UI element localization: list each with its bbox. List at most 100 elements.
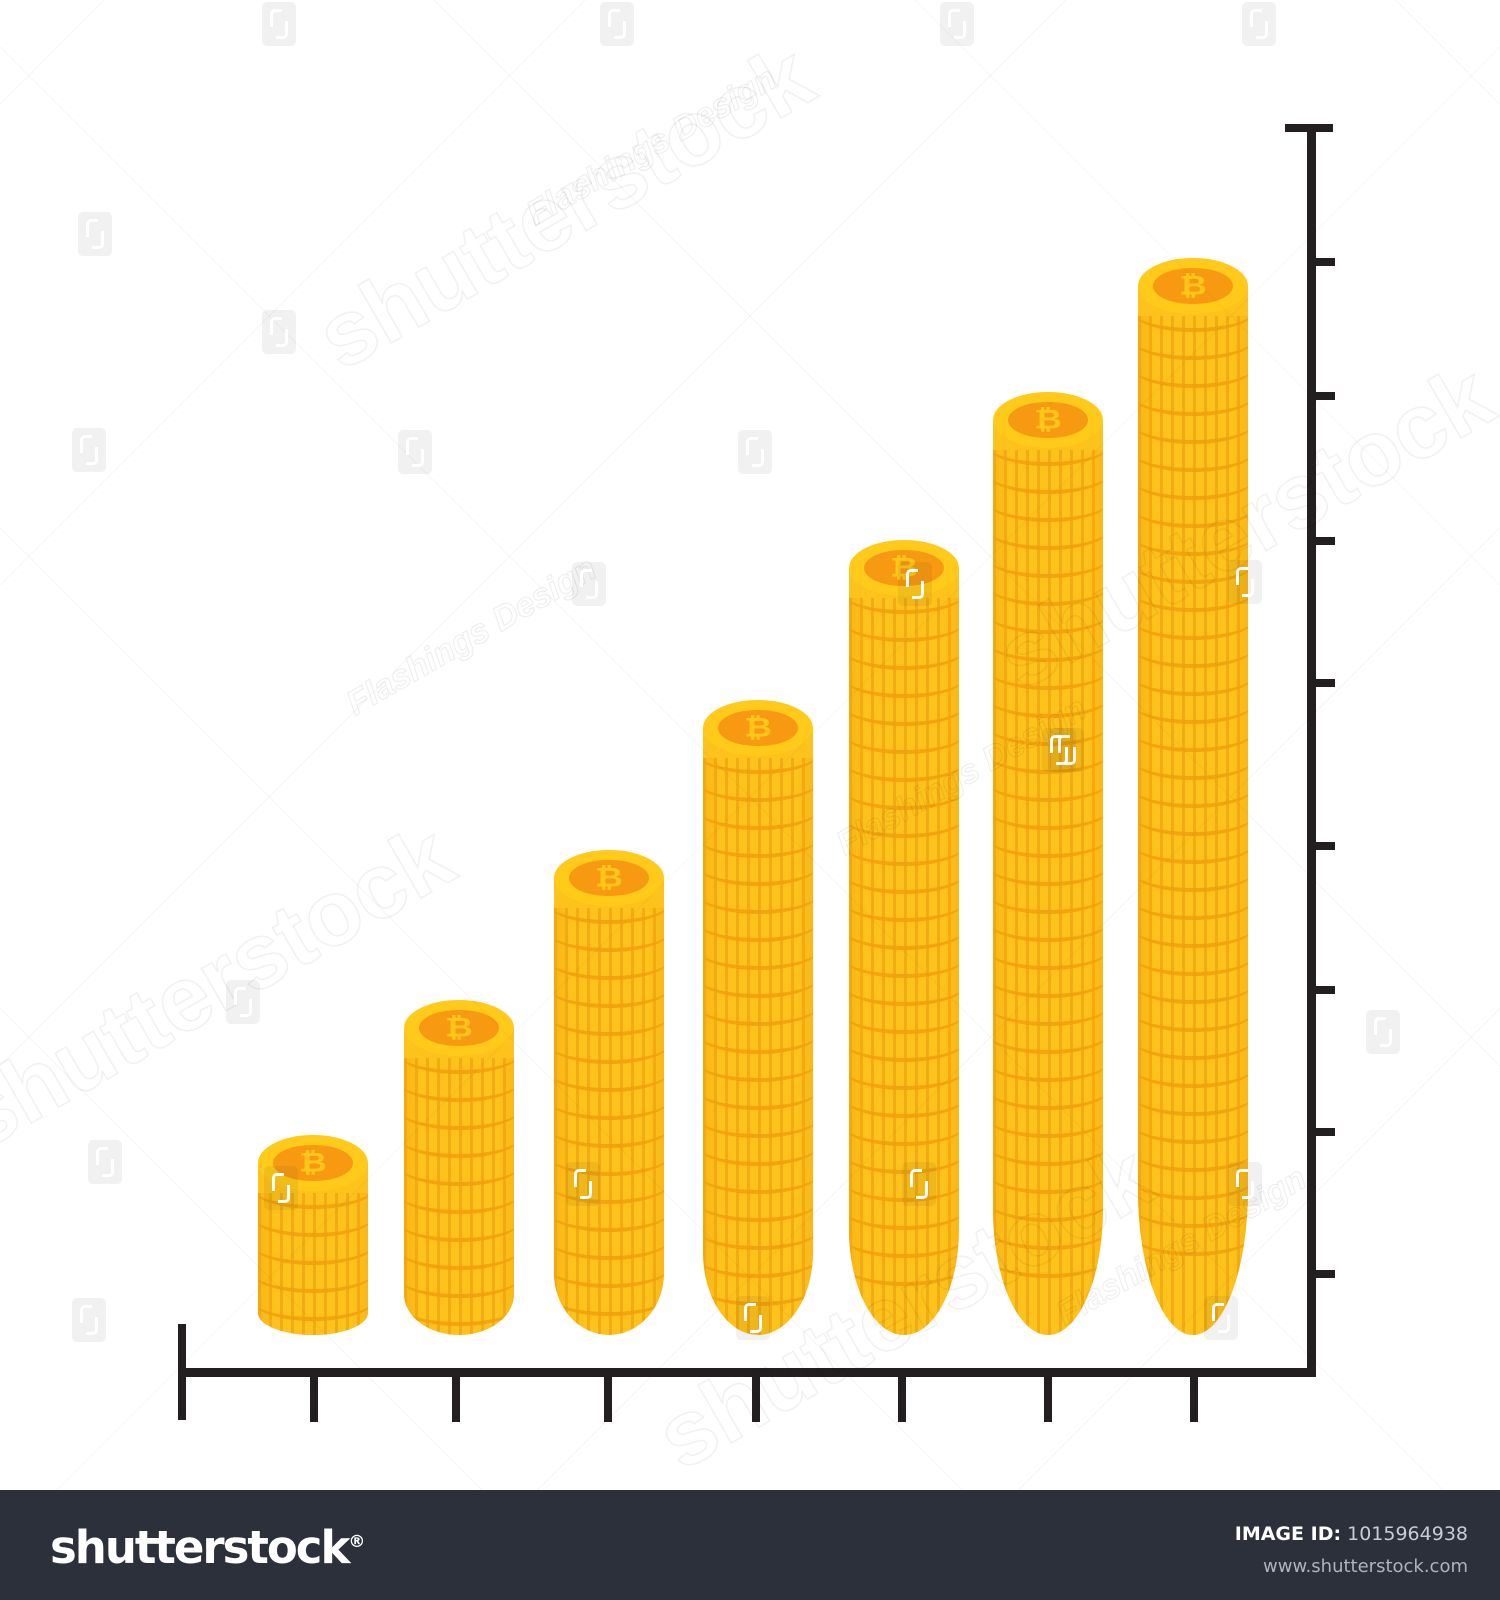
coin-stack-body	[554, 892, 664, 1335]
shutterstock-logo-mark-icon	[72, 428, 106, 472]
shutterstock-logo-mark-icon	[72, 1298, 106, 1342]
coin-inner-disc: ₿	[1008, 401, 1088, 439]
watermark-contributor-text: Flashings Design	[339, 549, 603, 724]
bitcoin-symbol-icon: ₿	[1179, 270, 1207, 302]
shutterstock-wordmark: shutterstock®	[50, 1521, 365, 1574]
coin-left-shading	[554, 892, 571, 1335]
website-url[interactable]: www.shutterstock.com	[1263, 1556, 1468, 1577]
coin-stack-bar: ₿	[993, 392, 1103, 1335]
bitcoin-top-coin: ₿	[849, 540, 959, 596]
image-id-line: IMAGE ID: 1015964938	[1235, 1523, 1468, 1545]
bitcoin-symbol-icon: ₿	[744, 712, 772, 744]
x-axis-tick	[1044, 1368, 1052, 1422]
illustration-artboard: ₿ ₿	[0, 0, 1500, 1490]
shutterstock-logo-mark-icon	[226, 980, 260, 1024]
coin-seam-lines	[703, 742, 813, 1335]
shutterstock-logo-mark-icon	[600, 2, 634, 46]
watermark-brand-text: shutterstock	[0, 804, 470, 1170]
registered-trademark-icon: ®	[348, 1532, 366, 1552]
shutterstock-logo-mark-icon	[398, 430, 432, 474]
x-axis-tick	[752, 1368, 760, 1422]
y-axis-tick	[1307, 1270, 1335, 1278]
y-axis-tick	[1307, 1128, 1335, 1136]
coin-right-shading	[1231, 300, 1248, 1335]
y-axis-tick	[1307, 258, 1335, 266]
y-axis-tick	[1285, 124, 1333, 132]
x-axis-tick	[1190, 1368, 1198, 1422]
shutterstock-logo-mark-icon	[1366, 1010, 1400, 1054]
shutterstock-logo-mark-icon	[1242, 2, 1276, 46]
coin-inner-disc: ₿	[718, 709, 798, 747]
coin-left-shading	[1138, 300, 1155, 1335]
x-axis-tick	[310, 1368, 318, 1422]
shutterstock-logo-mark-icon	[262, 2, 296, 46]
coin-right-shading	[497, 1042, 514, 1335]
shutterstock-logo-mark-icon	[572, 562, 606, 606]
coin-stack-bar: ₿	[258, 1135, 368, 1335]
coin-stack-bar: ₿	[703, 700, 813, 1335]
x-axis-line	[178, 1368, 1316, 1377]
coin-right-shading	[942, 582, 959, 1335]
logo-text: shutterstock	[50, 1521, 350, 1574]
coin-stack-bar: ₿	[404, 1000, 514, 1335]
coin-stack-body	[258, 1177, 368, 1335]
coin-seam-lines	[849, 582, 959, 1335]
coin-right-shading	[796, 742, 813, 1335]
shutterstock-logo-mark-icon	[940, 2, 974, 46]
coin-inner-disc: ₿	[864, 549, 944, 587]
coin-left-shading	[993, 434, 1010, 1335]
coin-inner-disc: ₿	[569, 859, 649, 897]
bitcoin-symbol-icon: ₿	[595, 862, 623, 894]
shutterstock-logo-mark-icon	[88, 1140, 122, 1184]
coin-stack-bar: ₿	[849, 540, 959, 1335]
coin-stack-bar: ₿	[554, 850, 664, 1335]
watermark-brand-text: shutterstock	[300, 24, 831, 390]
shutterstock-logo-mark-icon	[738, 430, 772, 474]
coin-seam-lines	[404, 1042, 514, 1335]
coin-seam-lines	[258, 1177, 368, 1335]
y-axis-tick	[1307, 392, 1335, 400]
x-axis-tick	[178, 1324, 186, 1420]
y-axis-tick	[1307, 537, 1335, 545]
y-axis-tick	[1307, 842, 1335, 850]
coin-seam-lines	[554, 892, 664, 1335]
coin-stack-body	[1138, 300, 1248, 1335]
coin-stack-body	[993, 434, 1103, 1335]
coin-stack-body	[404, 1042, 514, 1335]
bitcoin-top-coin: ₿	[554, 850, 664, 906]
y-axis-tick	[1307, 986, 1335, 994]
bitcoin-top-coin: ₿	[993, 392, 1103, 448]
coin-stack-bar: ₿	[1138, 258, 1248, 1335]
watermark-contributor-text: Flashings Design	[519, 59, 783, 234]
shutterstock-logo-mark-icon	[78, 212, 112, 256]
x-axis-tick	[452, 1368, 460, 1422]
image-id-label: IMAGE ID:	[1234, 1523, 1342, 1545]
coin-right-shading	[351, 1177, 368, 1335]
bitcoin-top-coin: ₿	[703, 700, 813, 756]
bitcoin-symbol-icon: ₿	[1034, 404, 1062, 436]
bitcoin-top-coin: ₿	[404, 1000, 514, 1056]
coin-inner-disc: ₿	[273, 1144, 353, 1182]
bitcoin-symbol-icon: ₿	[299, 1147, 327, 1179]
x-axis-tick	[898, 1368, 906, 1422]
coin-left-shading	[703, 742, 720, 1335]
image-id-value: 1015964938	[1347, 1523, 1468, 1545]
bitcoin-symbol-icon: ₿	[890, 552, 918, 584]
coin-seam-lines	[1138, 300, 1248, 1335]
coin-left-shading	[849, 582, 866, 1335]
coin-inner-disc: ₿	[419, 1009, 499, 1047]
coin-left-shading	[404, 1042, 421, 1335]
coin-left-shading	[258, 1177, 275, 1335]
coin-stack-body	[703, 742, 813, 1335]
coin-stack-body	[849, 582, 959, 1335]
bitcoin-top-coin: ₿	[258, 1135, 368, 1191]
y-axis-line	[1307, 124, 1316, 1376]
shutterstock-logo-mark-icon	[262, 310, 296, 354]
coin-right-shading	[1086, 434, 1103, 1335]
coin-seam-lines	[993, 434, 1103, 1335]
x-axis-tick	[604, 1368, 612, 1422]
coin-inner-disc: ₿	[1153, 267, 1233, 305]
bitcoin-top-coin: ₿	[1138, 258, 1248, 314]
bitcoin-symbol-icon: ₿	[445, 1012, 473, 1044]
